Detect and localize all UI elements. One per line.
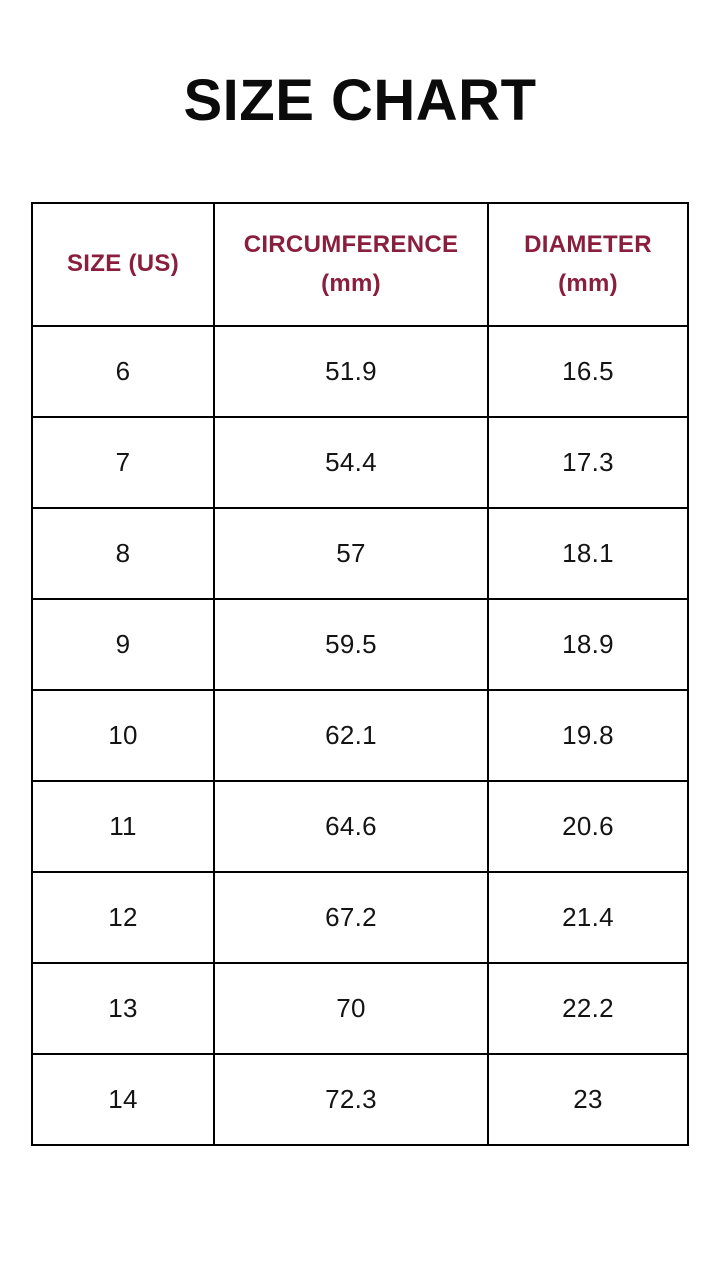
circumference-cell: 70 (213, 962, 489, 1055)
size-cell: 9 (31, 598, 215, 691)
table-row: 13 70 22.2 (31, 962, 689, 1055)
circumference-cell: 51.9 (213, 325, 489, 418)
diameter-cell: 20.6 (487, 780, 689, 873)
diameter-cell: 21.4 (487, 871, 689, 964)
circumference-cell: 72.3 (213, 1053, 489, 1146)
column-header-line: (mm) (558, 269, 618, 297)
circumference-cell: 59.5 (213, 598, 489, 691)
size-cell: 7 (31, 416, 215, 509)
circumference-cell: 54.4 (213, 416, 489, 509)
table-header: SIZE (US) CIRCUMFERENCE (mm) DIAMETER (mm) (31, 202, 689, 327)
size-cell: 14 (31, 1053, 215, 1146)
circumference-cell: 57 (213, 507, 489, 600)
size-cell: 8 (31, 507, 215, 600)
size-cell: 10 (31, 689, 215, 782)
column-header-line: SIZE (US) (66, 250, 180, 278)
table-body: 6 51.9 16.5 7 54.4 17.3 8 57 18.1 9 59.5 18.9 10 62.1… (31, 325, 689, 1146)
circumference-cell: 62.1 (213, 689, 489, 782)
table-row: 12 67.2 21.4 (31, 871, 689, 964)
header-row: SIZE (US) CIRCUMFERENCE (mm) DIAMETER (mm) (31, 202, 689, 327)
column-header-circumference-mm: CIRCUMFERENCE (mm) (213, 202, 489, 327)
diameter-cell: 17.3 (487, 416, 689, 509)
size-cell: 6 (31, 325, 215, 418)
circumference-cell: 64.6 (213, 780, 489, 873)
table-row: 14 72.3 23 (31, 1053, 689, 1146)
column-header-line: (mm) (321, 269, 381, 297)
column-header-line: DIAMETER (524, 231, 652, 259)
size-chart-table: SIZE (US) CIRCUMFERENCE (mm) DIAMETER (mm) 6… (31, 202, 689, 1146)
table-row: 8 57 18.1 (31, 507, 689, 600)
table-row: 10 62.1 19.8 (31, 689, 689, 782)
size-cell: 13 (31, 962, 215, 1055)
column-header-diameter-mm: DIAMETER (mm) (487, 202, 689, 327)
size-cell: 11 (31, 780, 215, 873)
diameter-cell: 22.2 (487, 962, 689, 1055)
circumference-cell: 67.2 (213, 871, 489, 964)
page-title: SIZE CHART (183, 68, 537, 133)
column-header-line: CIRCUMFERENCE (243, 231, 459, 259)
column-header-size-us: SIZE (US) (31, 202, 215, 327)
diameter-cell: 19.8 (487, 689, 689, 782)
table-row: 7 54.4 17.3 (31, 416, 689, 509)
table-row: 11 64.6 20.6 (31, 780, 689, 873)
diameter-cell: 18.9 (487, 598, 689, 691)
table-row: 6 51.9 16.5 (31, 325, 689, 418)
diameter-cell: 23 (487, 1053, 689, 1146)
diameter-cell: 16.5 (487, 325, 689, 418)
diameter-cell: 18.1 (487, 507, 689, 600)
size-cell: 12 (31, 871, 215, 964)
table-row: 9 59.5 18.9 (31, 598, 689, 691)
